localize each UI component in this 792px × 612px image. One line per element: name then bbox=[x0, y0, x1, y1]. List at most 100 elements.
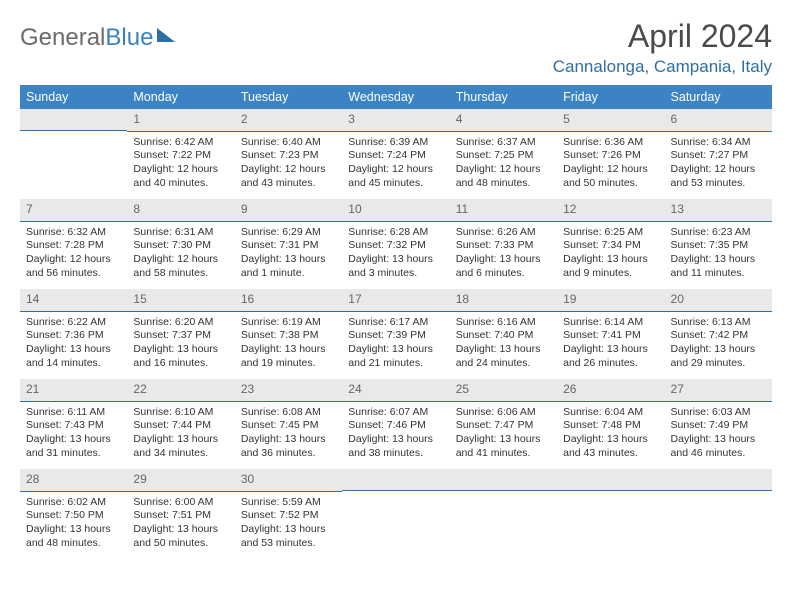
sunrise-text: Sunrise: 6:00 AM bbox=[133, 496, 228, 510]
daylight-text: Daylight: 13 hours and 14 minutes. bbox=[26, 343, 121, 370]
weekday-header-row: SundayMondayTuesdayWednesdayThursdayFrid… bbox=[20, 85, 772, 109]
calendar-cell: 30Sunrise: 5:59 AMSunset: 7:52 PMDayligh… bbox=[235, 469, 342, 559]
day-number: 5 bbox=[557, 109, 664, 132]
cell-body: Sunrise: 6:36 AMSunset: 7:26 PMDaylight:… bbox=[557, 132, 664, 197]
sunset-text: Sunset: 7:38 PM bbox=[241, 329, 336, 343]
day-number: 4 bbox=[450, 109, 557, 132]
sunset-text: Sunset: 7:31 PM bbox=[241, 239, 336, 253]
daylight-text: Daylight: 13 hours and 38 minutes. bbox=[348, 433, 443, 460]
sunset-text: Sunset: 7:36 PM bbox=[26, 329, 121, 343]
cell-body: Sunrise: 6:19 AMSunset: 7:38 PMDaylight:… bbox=[235, 312, 342, 377]
cell-body: Sunrise: 6:25 AMSunset: 7:34 PMDaylight:… bbox=[557, 222, 664, 287]
daylight-text: Daylight: 13 hours and 16 minutes. bbox=[133, 343, 228, 370]
calendar-cell: 13Sunrise: 6:23 AMSunset: 7:35 PMDayligh… bbox=[665, 199, 772, 289]
day-number: 28 bbox=[20, 469, 127, 492]
day-number: 21 bbox=[20, 379, 127, 402]
daylight-text: Daylight: 13 hours and 6 minutes. bbox=[456, 253, 551, 280]
daylight-text: Daylight: 13 hours and 34 minutes. bbox=[133, 433, 228, 460]
calendar-cell: 12Sunrise: 6:25 AMSunset: 7:34 PMDayligh… bbox=[557, 199, 664, 289]
calendar-cell bbox=[342, 469, 449, 559]
daylight-text: Daylight: 13 hours and 24 minutes. bbox=[456, 343, 551, 370]
calendar-cell: 7Sunrise: 6:32 AMSunset: 7:28 PMDaylight… bbox=[20, 199, 127, 289]
daylight-text: Daylight: 12 hours and 48 minutes. bbox=[456, 163, 551, 190]
sunrise-text: Sunrise: 6:06 AM bbox=[456, 406, 551, 420]
daylight-text: Daylight: 13 hours and 48 minutes. bbox=[26, 523, 121, 550]
sunrise-text: Sunrise: 6:25 AM bbox=[563, 226, 658, 240]
calendar-cell: 3Sunrise: 6:39 AMSunset: 7:24 PMDaylight… bbox=[342, 109, 449, 199]
cell-body: Sunrise: 6:34 AMSunset: 7:27 PMDaylight:… bbox=[665, 132, 772, 197]
sunrise-text: Sunrise: 5:59 AM bbox=[241, 496, 336, 510]
sunset-text: Sunset: 7:32 PM bbox=[348, 239, 443, 253]
calendar-cell: 28Sunrise: 6:02 AMSunset: 7:50 PMDayligh… bbox=[20, 469, 127, 559]
calendar-week-row: 7Sunrise: 6:32 AMSunset: 7:28 PMDaylight… bbox=[20, 199, 772, 289]
sunrise-text: Sunrise: 6:40 AM bbox=[241, 136, 336, 150]
calendar-cell: 6Sunrise: 6:34 AMSunset: 7:27 PMDaylight… bbox=[665, 109, 772, 199]
daylight-text: Daylight: 13 hours and 29 minutes. bbox=[671, 343, 766, 370]
sunset-text: Sunset: 7:42 PM bbox=[671, 329, 766, 343]
cell-body: Sunrise: 6:23 AMSunset: 7:35 PMDaylight:… bbox=[665, 222, 772, 287]
day-number: 29 bbox=[127, 469, 234, 492]
daylight-text: Daylight: 12 hours and 56 minutes. bbox=[26, 253, 121, 280]
calendar-week-row: 28Sunrise: 6:02 AMSunset: 7:50 PMDayligh… bbox=[20, 469, 772, 559]
daylight-text: Daylight: 13 hours and 46 minutes. bbox=[671, 433, 766, 460]
sunrise-text: Sunrise: 6:23 AM bbox=[671, 226, 766, 240]
brand-text: GeneralBlue bbox=[20, 24, 153, 52]
calendar-cell: 27Sunrise: 6:03 AMSunset: 7:49 PMDayligh… bbox=[665, 379, 772, 469]
cell-body: Sunrise: 6:29 AMSunset: 7:31 PMDaylight:… bbox=[235, 222, 342, 287]
sunset-text: Sunset: 7:24 PM bbox=[348, 149, 443, 163]
sunset-text: Sunset: 7:23 PM bbox=[241, 149, 336, 163]
daylight-text: Daylight: 12 hours and 58 minutes. bbox=[133, 253, 228, 280]
day-number: 16 bbox=[235, 289, 342, 312]
sunrise-text: Sunrise: 6:29 AM bbox=[241, 226, 336, 240]
calendar-cell bbox=[20, 109, 127, 199]
day-number: 3 bbox=[342, 109, 449, 132]
weekday-header: Saturday bbox=[665, 85, 772, 109]
weekday-header: Sunday bbox=[20, 85, 127, 109]
brand-logo: GeneralBlue bbox=[20, 18, 175, 52]
cell-body: Sunrise: 6:16 AMSunset: 7:40 PMDaylight:… bbox=[450, 312, 557, 377]
calendar-cell: 14Sunrise: 6:22 AMSunset: 7:36 PMDayligh… bbox=[20, 289, 127, 379]
calendar-cell: 5Sunrise: 6:36 AMSunset: 7:26 PMDaylight… bbox=[557, 109, 664, 199]
day-number-empty bbox=[450, 469, 557, 491]
sunrise-text: Sunrise: 6:37 AM bbox=[456, 136, 551, 150]
sunset-text: Sunset: 7:51 PM bbox=[133, 509, 228, 523]
sunset-text: Sunset: 7:22 PM bbox=[133, 149, 228, 163]
day-number: 27 bbox=[665, 379, 772, 402]
day-number: 10 bbox=[342, 199, 449, 222]
brand-part2: Blue bbox=[105, 24, 153, 51]
day-number: 26 bbox=[557, 379, 664, 402]
sunset-text: Sunset: 7:52 PM bbox=[241, 509, 336, 523]
sunrise-text: Sunrise: 6:42 AM bbox=[133, 136, 228, 150]
sunrise-text: Sunrise: 6:17 AM bbox=[348, 316, 443, 330]
header: GeneralBlue April 2024 Cannalonga, Campa… bbox=[20, 18, 772, 77]
sunset-text: Sunset: 7:41 PM bbox=[563, 329, 658, 343]
day-number: 23 bbox=[235, 379, 342, 402]
calendar-week-row: 14Sunrise: 6:22 AMSunset: 7:36 PMDayligh… bbox=[20, 289, 772, 379]
sunrise-text: Sunrise: 6:13 AM bbox=[671, 316, 766, 330]
calendar-body: 1Sunrise: 6:42 AMSunset: 7:22 PMDaylight… bbox=[20, 109, 772, 559]
sunset-text: Sunset: 7:50 PM bbox=[26, 509, 121, 523]
weekday-header: Monday bbox=[127, 85, 234, 109]
cell-body: Sunrise: 6:11 AMSunset: 7:43 PMDaylight:… bbox=[20, 402, 127, 467]
sunset-text: Sunset: 7:43 PM bbox=[26, 419, 121, 433]
cell-body: Sunrise: 6:07 AMSunset: 7:46 PMDaylight:… bbox=[342, 402, 449, 467]
sunset-text: Sunset: 7:33 PM bbox=[456, 239, 551, 253]
sunrise-text: Sunrise: 6:36 AM bbox=[563, 136, 658, 150]
weekday-header: Wednesday bbox=[342, 85, 449, 109]
daylight-text: Daylight: 13 hours and 41 minutes. bbox=[456, 433, 551, 460]
cell-body: Sunrise: 6:04 AMSunset: 7:48 PMDaylight:… bbox=[557, 402, 664, 467]
daylight-text: Daylight: 13 hours and 9 minutes. bbox=[563, 253, 658, 280]
cell-body: Sunrise: 6:42 AMSunset: 7:22 PMDaylight:… bbox=[127, 132, 234, 197]
calendar-cell: 29Sunrise: 6:00 AMSunset: 7:51 PMDayligh… bbox=[127, 469, 234, 559]
sunset-text: Sunset: 7:26 PM bbox=[563, 149, 658, 163]
brand-part1: General bbox=[20, 24, 105, 51]
cell-body: Sunrise: 6:06 AMSunset: 7:47 PMDaylight:… bbox=[450, 402, 557, 467]
weekday-header: Tuesday bbox=[235, 85, 342, 109]
daylight-text: Daylight: 13 hours and 53 minutes. bbox=[241, 523, 336, 550]
day-number: 17 bbox=[342, 289, 449, 312]
sunrise-text: Sunrise: 6:20 AM bbox=[133, 316, 228, 330]
cell-body: Sunrise: 6:37 AMSunset: 7:25 PMDaylight:… bbox=[450, 132, 557, 197]
day-number: 7 bbox=[20, 199, 127, 222]
sunset-text: Sunset: 7:45 PM bbox=[241, 419, 336, 433]
sunrise-text: Sunrise: 6:32 AM bbox=[26, 226, 121, 240]
